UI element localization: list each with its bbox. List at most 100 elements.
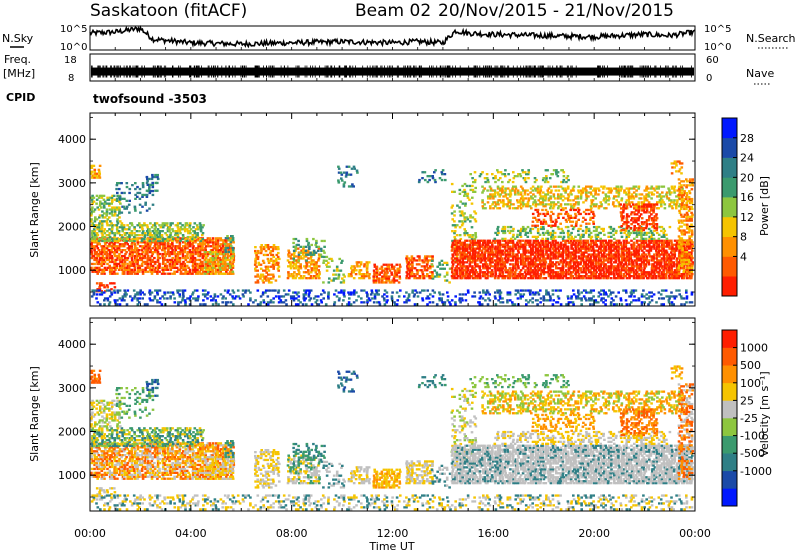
power-cell <box>572 243 576 246</box>
power-cell <box>261 279 265 282</box>
power-cell <box>98 214 102 217</box>
power-cell <box>554 257 558 260</box>
power-cell <box>605 257 609 260</box>
power-cell <box>271 273 275 276</box>
power-cell <box>154 230 157 233</box>
power-cell <box>503 263 506 266</box>
power-cell <box>231 239 235 242</box>
power-cell <box>110 268 114 271</box>
power-cell <box>197 245 200 248</box>
power-cell <box>512 265 515 268</box>
power-cell <box>480 251 484 254</box>
power-cell <box>572 267 575 270</box>
power-cell <box>140 237 144 241</box>
power-cell <box>172 293 175 296</box>
power-cell <box>179 262 183 266</box>
power-cell <box>479 245 482 248</box>
power-cell <box>264 279 268 282</box>
power-cell <box>634 289 638 292</box>
power-cell <box>658 239 661 242</box>
power-cell <box>199 230 203 233</box>
power-cell <box>628 273 631 276</box>
power-cell <box>690 301 694 304</box>
power-cell <box>405 259 409 262</box>
power-cell <box>262 299 265 302</box>
power-cell <box>204 268 208 271</box>
power-cell <box>158 270 161 273</box>
power-cell <box>622 255 626 258</box>
power-cell <box>166 230 170 233</box>
power-cell <box>479 271 482 274</box>
power-cell <box>536 265 540 268</box>
power-cell <box>493 267 497 270</box>
power-cell <box>109 282 112 285</box>
power-cell <box>111 226 114 229</box>
power-cell <box>464 255 467 258</box>
power-cell <box>184 247 187 250</box>
power-cell <box>600 275 604 278</box>
power-cell <box>391 265 394 268</box>
power-cell <box>105 254 109 258</box>
power-cell <box>158 245 161 248</box>
power-cell <box>343 295 346 298</box>
power-cell <box>153 241 157 244</box>
power-cell <box>148 207 151 210</box>
power-cell <box>115 199 119 202</box>
power-cell <box>367 297 371 300</box>
power-cell <box>488 251 492 254</box>
power-cell <box>661 265 664 268</box>
power-cell <box>294 263 298 266</box>
power-cell <box>365 269 369 272</box>
power-cell <box>201 234 204 237</box>
power-cell <box>179 251 182 254</box>
power-cell <box>444 279 447 282</box>
power-cell <box>489 273 493 276</box>
power-cell <box>458 210 462 213</box>
power-cell <box>511 239 515 242</box>
power-cell <box>546 255 550 258</box>
power-cell <box>144 243 147 246</box>
power-cell <box>232 260 235 264</box>
power-cell <box>539 249 543 252</box>
power-cell <box>543 259 547 262</box>
power-cell <box>118 206 121 209</box>
power-cell <box>476 247 479 250</box>
power-cell <box>99 200 102 203</box>
power-cell <box>580 247 584 250</box>
power-cell <box>294 247 298 250</box>
power-cell <box>208 266 212 269</box>
power-cell <box>542 269 546 272</box>
power-cell <box>160 235 164 239</box>
power-cell <box>580 275 583 278</box>
power-cell <box>314 243 317 247</box>
power-cell <box>523 245 527 248</box>
power-cell <box>519 245 523 248</box>
power-cell <box>97 249 101 252</box>
power-cell <box>136 293 140 296</box>
power-cell <box>541 249 545 252</box>
power-cell <box>216 252 219 256</box>
power-cell <box>110 222 113 225</box>
power-cell <box>214 256 217 260</box>
power-cell <box>109 241 112 244</box>
power-cell <box>504 261 507 264</box>
power-cell <box>224 248 227 252</box>
power-cell <box>148 251 152 254</box>
power-cell <box>469 220 472 223</box>
power-cell <box>577 277 581 280</box>
power-cell <box>663 273 666 276</box>
power-cell <box>577 249 581 252</box>
power-cell <box>405 277 408 280</box>
power-cell <box>117 262 121 266</box>
power-cell <box>350 265 354 268</box>
power-cell <box>451 263 455 266</box>
power-cell <box>108 270 112 273</box>
power-cell <box>594 265 598 268</box>
power-cell <box>405 301 408 304</box>
power-cell <box>229 239 233 242</box>
power-cell <box>121 262 124 266</box>
power-cell <box>570 243 573 246</box>
power-cell <box>100 237 104 241</box>
power-cell <box>574 245 577 248</box>
power-cell <box>171 264 175 267</box>
